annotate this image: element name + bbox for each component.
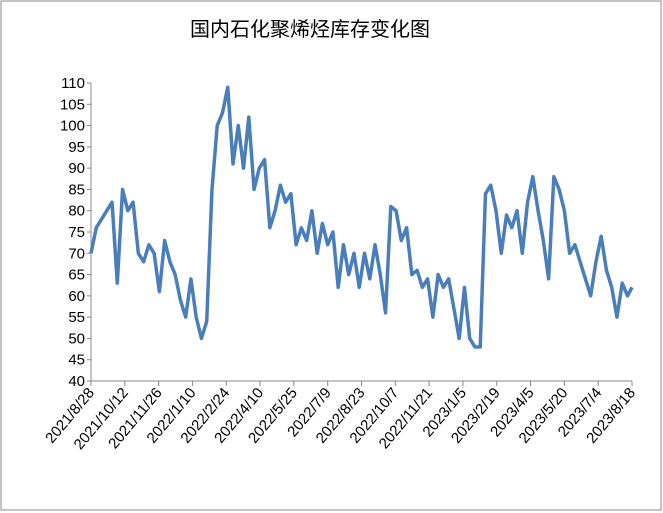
y-tick-label: 45 — [68, 352, 85, 369]
y-tick-label: 70 — [68, 245, 85, 262]
y-tick-label: 100 — [60, 118, 85, 135]
y-tick-label: 95 — [68, 139, 85, 156]
y-tick-label: 40 — [68, 373, 85, 390]
y-tick-label: 75 — [68, 224, 85, 241]
y-tick-label: 90 — [68, 160, 85, 177]
y-tick-label: 105 — [60, 96, 85, 113]
y-tick-label: 85 — [68, 181, 85, 198]
chart-title: 国内石化聚烯烃库存变化图 — [190, 18, 430, 41]
y-tick-label: 65 — [68, 267, 85, 284]
y-tick-label: 50 — [68, 330, 85, 347]
y-tick-label: 110 — [61, 75, 85, 92]
y-tick-label: 55 — [68, 309, 85, 326]
y-tick-label: 80 — [68, 203, 85, 220]
data-line — [89, 85, 634, 349]
y-tick-label: 60 — [68, 288, 85, 305]
